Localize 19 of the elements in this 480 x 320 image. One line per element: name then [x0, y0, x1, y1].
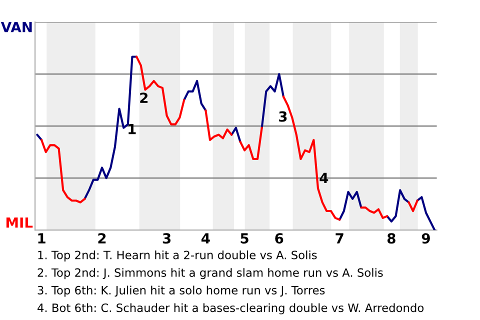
text: 3. Top 6th: K. Julien hit a solo home run vs J. Torres	[38, 286, 325, 297]
annotation: 4	[320, 172, 328, 183]
x-tick-label: 1	[38, 233, 46, 244]
text: VAN	[0, 22, 32, 32]
annotation: 2	[140, 92, 148, 103]
x-tick-label: 2	[98, 233, 106, 244]
text: 1. Top 2nd: T. Hearn hit a 2-run double vs A. Solis	[38, 250, 317, 262]
x-tick-label: 3	[162, 233, 171, 244]
x-tick-label: 6	[275, 233, 284, 244]
x-tick-label: 4	[201, 233, 210, 244]
x-tick-label: 8	[387, 233, 396, 244]
x-tick-label: 5	[240, 233, 248, 244]
text: 4. Bot 6th: C. Schauder hit a bases-clearing double vs W. Arredondo	[38, 303, 424, 314]
x-tick-label: 7	[336, 233, 344, 244]
annotation: 3	[279, 111, 287, 122]
text: 2. Top 2nd: J. Simmons hit a grand slam home run vs A. Solis	[38, 268, 383, 280]
x-tick-label: 9	[422, 233, 430, 244]
text: MIL	[6, 218, 33, 228]
annotation: 1	[128, 124, 136, 134]
